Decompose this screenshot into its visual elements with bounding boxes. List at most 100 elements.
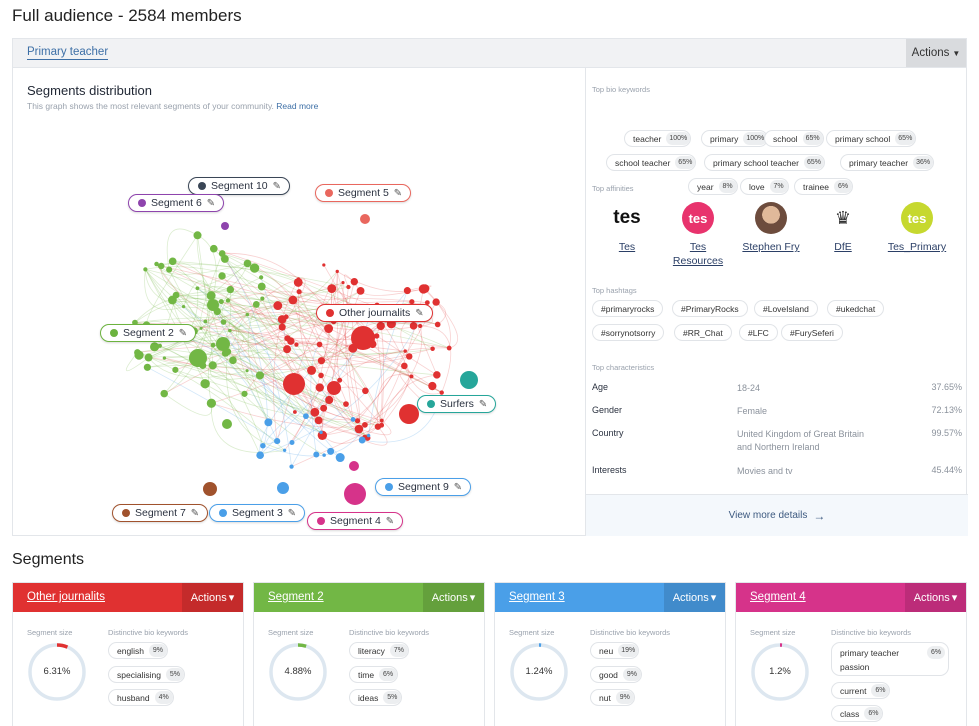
graph-node[interactable] xyxy=(362,421,368,428)
hashtag-pill[interactable]: #FurySeferi xyxy=(781,324,843,341)
actions-button[interactable]: Actions ▼ xyxy=(906,39,966,67)
graph-node[interactable] xyxy=(322,263,326,267)
graph-node[interactable] xyxy=(335,269,339,274)
pencil-icon[interactable]: ✎ xyxy=(478,398,488,410)
affinity-item[interactable]: ♛ DfE xyxy=(808,202,878,254)
graph-node[interactable] xyxy=(335,453,345,463)
graph-node[interactable] xyxy=(401,362,408,370)
graph-node[interactable] xyxy=(220,319,227,325)
pencil-icon[interactable]: ✎ xyxy=(190,507,200,519)
graph-node[interactable] xyxy=(324,324,334,334)
hashtag-pill[interactable]: #primaryrocks xyxy=(592,300,664,317)
graph-node[interactable] xyxy=(203,319,208,324)
graph-node[interactable] xyxy=(409,374,414,379)
graph-node[interactable] xyxy=(259,275,264,280)
hashtag-pill[interactable]: #ukedchat xyxy=(827,300,885,317)
graph-node[interactable] xyxy=(273,301,283,310)
graph-node[interactable] xyxy=(406,353,413,360)
graph-node[interactable] xyxy=(341,281,345,285)
hashtag-pill[interactable]: #sorrynotsorry xyxy=(592,324,665,341)
graph-node[interactable] xyxy=(278,323,286,331)
graph-node[interactable] xyxy=(350,277,359,286)
graph-node[interactable] xyxy=(154,261,159,267)
graph-node[interactable] xyxy=(403,349,407,353)
graph-node[interactable] xyxy=(418,323,423,329)
graph-node[interactable] xyxy=(362,387,369,395)
segment-label-surfers[interactable]: Surfers ✎ xyxy=(417,395,497,413)
segment-actions-button[interactable]: Actions ▾ xyxy=(905,583,966,612)
hashtag-pill[interactable]: #RR_Chat xyxy=(674,324,732,341)
graph-hub-node[interactable] xyxy=(222,419,232,429)
graph-node[interactable] xyxy=(296,289,302,295)
graph-node[interactable] xyxy=(318,372,324,379)
graph-node[interactable] xyxy=(193,231,202,240)
graph-node[interactable] xyxy=(379,418,384,423)
graph-node[interactable] xyxy=(327,447,335,455)
graph-node[interactable] xyxy=(260,442,266,449)
graph-node[interactable] xyxy=(218,299,224,305)
graph-node[interactable] xyxy=(346,284,351,290)
graph-node[interactable] xyxy=(172,366,179,373)
graph-node[interactable] xyxy=(293,410,297,414)
segment-name-link[interactable]: Segment 2 xyxy=(268,591,324,603)
graph-node[interactable] xyxy=(350,417,356,422)
affinity-item[interactable]: tes Tes xyxy=(592,202,662,254)
graph-node[interactable] xyxy=(199,326,203,330)
graph-node[interactable] xyxy=(327,284,337,293)
graph-node[interactable] xyxy=(315,383,324,392)
graph-node[interactable] xyxy=(220,255,229,263)
graph-node[interactable] xyxy=(228,328,232,333)
segment-label-seg3[interactable]: Segment 3 ✎ xyxy=(209,504,306,522)
graph-node[interactable] xyxy=(218,250,226,257)
graph-node[interactable] xyxy=(162,356,167,360)
pencil-icon[interactable]: ✎ xyxy=(206,197,216,209)
graph-node[interactable] xyxy=(226,285,235,294)
affinity-name[interactable]: Tes xyxy=(618,241,636,253)
graph-node[interactable] xyxy=(282,448,287,452)
graph-node[interactable] xyxy=(243,259,252,268)
graph-node[interactable] xyxy=(168,257,177,266)
graph-node[interactable] xyxy=(294,342,299,347)
graph-node[interactable] xyxy=(134,349,141,356)
segment-label-other[interactable]: Other journalits ✎ xyxy=(316,304,433,322)
segment-actions-button[interactable]: Actions ▾ xyxy=(182,583,243,612)
graph-node[interactable] xyxy=(241,390,248,397)
graph-node[interactable] xyxy=(166,266,173,273)
graph-node[interactable] xyxy=(379,422,385,428)
affinity-item[interactable]: Stephen Fry xyxy=(736,202,806,254)
affinity-item[interactable]: tes Tes Resources xyxy=(663,202,733,268)
graph-node[interactable] xyxy=(320,404,328,412)
graph-node[interactable] xyxy=(172,291,180,299)
affinity-item[interactable]: tes Tes_Primary xyxy=(882,202,952,254)
graph-node[interactable] xyxy=(245,312,250,317)
view-more-details-button[interactable]: View more details → xyxy=(586,494,968,536)
segment-label-seg4[interactable]: Segment 4 ✎ xyxy=(307,512,404,530)
graph-node[interactable] xyxy=(289,464,294,469)
graph-node[interactable] xyxy=(314,416,323,425)
graph-node[interactable] xyxy=(206,398,217,408)
graph-hub-node[interactable] xyxy=(327,381,341,395)
segment-label-seg9[interactable]: Segment 9 ✎ xyxy=(375,478,472,496)
graph-node[interactable] xyxy=(356,286,365,295)
graph-node[interactable] xyxy=(430,346,435,351)
graph-hub-node[interactable] xyxy=(203,482,217,496)
graph-node[interactable] xyxy=(337,377,343,383)
affinity-name[interactable]: Tes_Primary xyxy=(887,241,947,253)
graph-node[interactable] xyxy=(366,433,371,438)
graph-node[interactable] xyxy=(424,300,430,305)
graph-node[interactable] xyxy=(229,356,237,365)
pencil-icon[interactable]: ✎ xyxy=(385,515,395,527)
graph-node[interactable] xyxy=(317,357,326,365)
graph-node[interactable] xyxy=(264,418,273,427)
graph-node[interactable] xyxy=(303,413,309,420)
pencil-icon[interactable]: ✎ xyxy=(415,307,424,319)
graph-node[interactable] xyxy=(283,345,292,354)
graph-node[interactable] xyxy=(307,365,317,375)
graph-node[interactable] xyxy=(274,438,281,445)
graph-node[interactable] xyxy=(293,277,303,287)
graph-node[interactable] xyxy=(255,371,265,380)
graph-hub-node[interactable] xyxy=(399,404,419,424)
graph-node[interactable] xyxy=(256,451,264,460)
graph-hub-node[interactable] xyxy=(283,373,305,395)
graph-node[interactable] xyxy=(218,272,226,280)
